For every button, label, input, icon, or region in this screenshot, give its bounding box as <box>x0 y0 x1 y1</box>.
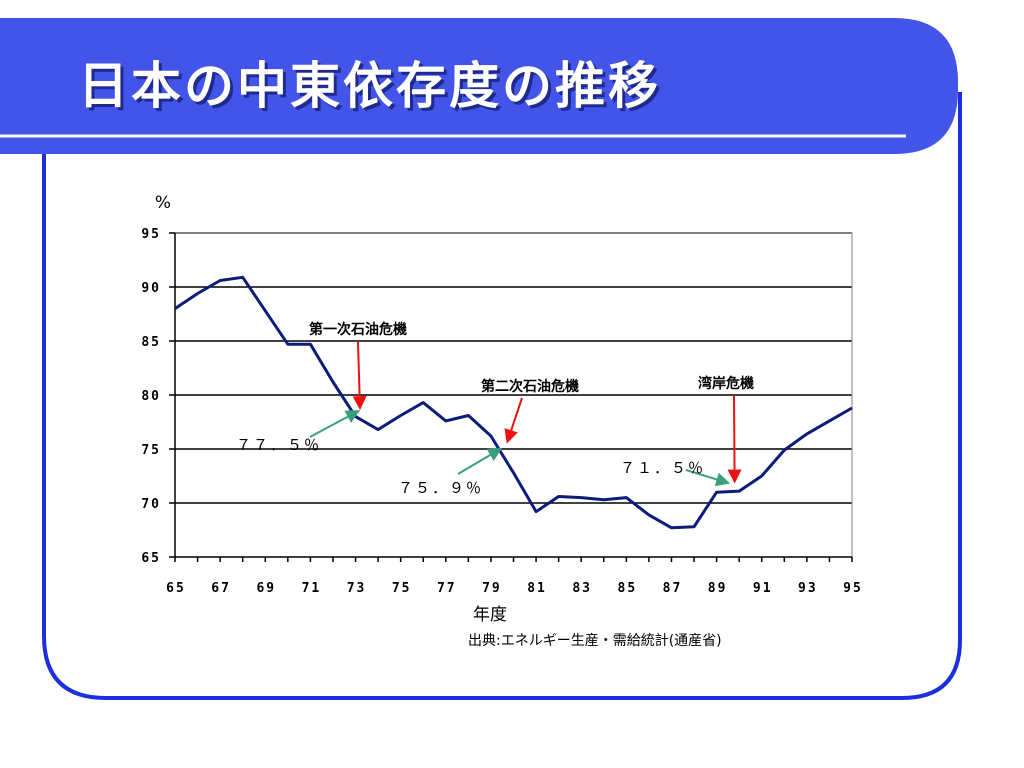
x-tick-label: 87 <box>663 581 683 596</box>
annotation-arrow-val2-head <box>486 447 503 462</box>
annotation-arrow-crisis1 <box>352 341 367 411</box>
x-tick-label: 75 <box>392 581 412 596</box>
annotation-arrow-val3-shaft <box>685 469 718 481</box>
x-tick-label: 89 <box>708 581 728 596</box>
y-tick-label: 90 <box>141 281 161 296</box>
annotation-label-crisis2: 第二次石油危機 <box>481 378 579 395</box>
annotation-label-val1: ７７．５％ <box>236 436 321 454</box>
x-tick-label: 65 <box>166 581 186 596</box>
annotation-arrow-crisis2-head <box>504 428 518 444</box>
annotation-label-val3: ７１．５％ <box>620 459 705 477</box>
y-tick-label: 85 <box>141 335 161 350</box>
x-tick-label: 83 <box>572 581 592 596</box>
annotation-arrow-crisis2 <box>504 397 523 444</box>
slide-border <box>42 92 962 700</box>
x-tick-label: 79 <box>482 581 502 596</box>
x-tick-label: 93 <box>798 581 818 596</box>
x-tick-label: 85 <box>618 581 638 596</box>
annotation-arrow-crisis3-head <box>727 469 742 484</box>
annotation-arrow-val1 <box>309 410 361 438</box>
x-tick-label: 67 <box>211 581 231 596</box>
annotation-arrow-crisis3-shaft <box>733 395 736 470</box>
y-tick-label: 95 <box>141 227 161 242</box>
axes-layer: 65 70 75 80 85 90 95 65 67 69 71 73 75 77 79 81 83 85 87 89… <box>141 227 863 596</box>
x-axis-label: 年度 <box>473 605 507 625</box>
annotation-arrow-crisis1-head <box>352 395 367 411</box>
annotation-arrow-crisis1-shaft <box>357 341 361 397</box>
annotation-label-val2: ７５．９％ <box>398 479 483 497</box>
x-tick-label: 73 <box>347 581 367 596</box>
grid-layer <box>175 232 852 504</box>
y-tick-label: 65 <box>141 551 161 566</box>
x-tick-label: 77 <box>437 581 457 596</box>
annotation-arrow-val3-head <box>714 472 731 487</box>
y-tick-label: 70 <box>141 497 161 512</box>
y-tick-label: 75 <box>141 443 161 458</box>
source-note: 出典:エネルギー生産・需給統計(通産省) <box>468 633 722 649</box>
y-axis-label: % <box>155 193 171 213</box>
annotation-label-crisis1: 第一次石油危機 <box>309 321 407 338</box>
annotation-arrow-val2 <box>457 447 503 475</box>
annotation-arrow-val1-shaft <box>309 415 349 438</box>
x-tick-label: 95 <box>843 581 863 596</box>
slide-title: 日本の中東依存度の推移 <box>78 57 661 115</box>
x-tick-label: 81 <box>527 581 547 596</box>
annotation-label-crisis3: 湾岸危機 <box>698 375 754 392</box>
title-band <box>0 18 958 154</box>
x-tick-label: 71 <box>302 581 322 596</box>
annotation-arrow-crisis3 <box>727 395 742 484</box>
annotation-arrow-val3 <box>685 469 731 487</box>
x-tick-label: 69 <box>256 581 276 596</box>
y-tick-label: 80 <box>141 389 161 404</box>
annotation-arrow-val1-head <box>344 410 361 423</box>
annotation-arrow-crisis2-shaft <box>510 397 523 431</box>
annotation-arrow-val2-shaft <box>457 454 491 475</box>
series-line <box>174 275 853 530</box>
x-tick-label: 91 <box>753 581 773 596</box>
